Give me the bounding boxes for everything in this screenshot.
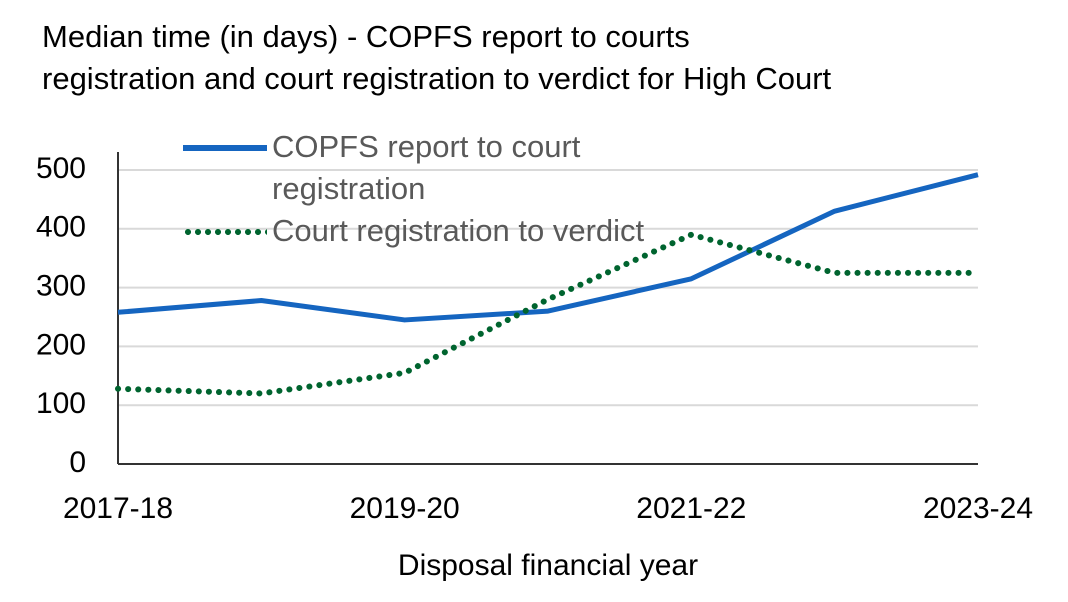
y-tick-label: 500 bbox=[36, 152, 86, 185]
y-tick-label: 100 bbox=[36, 387, 86, 420]
x-tick-label: 2019-20 bbox=[350, 492, 460, 525]
x-tick-label: 2021-22 bbox=[636, 492, 746, 525]
series-line bbox=[117, 172, 979, 323]
x-tick-label: 2023-24 bbox=[923, 492, 1033, 525]
y-tick-label: 300 bbox=[36, 270, 86, 303]
series-line bbox=[115, 231, 981, 397]
legend-item: COPFS report to court registration bbox=[183, 126, 653, 210]
legend: COPFS report to court registration Court … bbox=[183, 126, 653, 252]
x-tick-label: 2017-18 bbox=[63, 492, 173, 525]
legend-item: Court registration to verdict bbox=[183, 210, 653, 252]
legend-swatch bbox=[183, 145, 267, 151]
x-axis-label: Disposal financial year bbox=[398, 549, 698, 582]
chart-title: Median time (in days) - COPFS report to … bbox=[42, 19, 832, 96]
legend-swatch bbox=[183, 229, 267, 235]
y-tick-label: 400 bbox=[36, 211, 86, 244]
legend-label: Court registration to verdict bbox=[272, 213, 645, 248]
y-tick-label: 0 bbox=[69, 446, 86, 479]
y-tick-label: 200 bbox=[36, 328, 86, 361]
legend-label: COPFS report to court registration bbox=[272, 129, 581, 206]
